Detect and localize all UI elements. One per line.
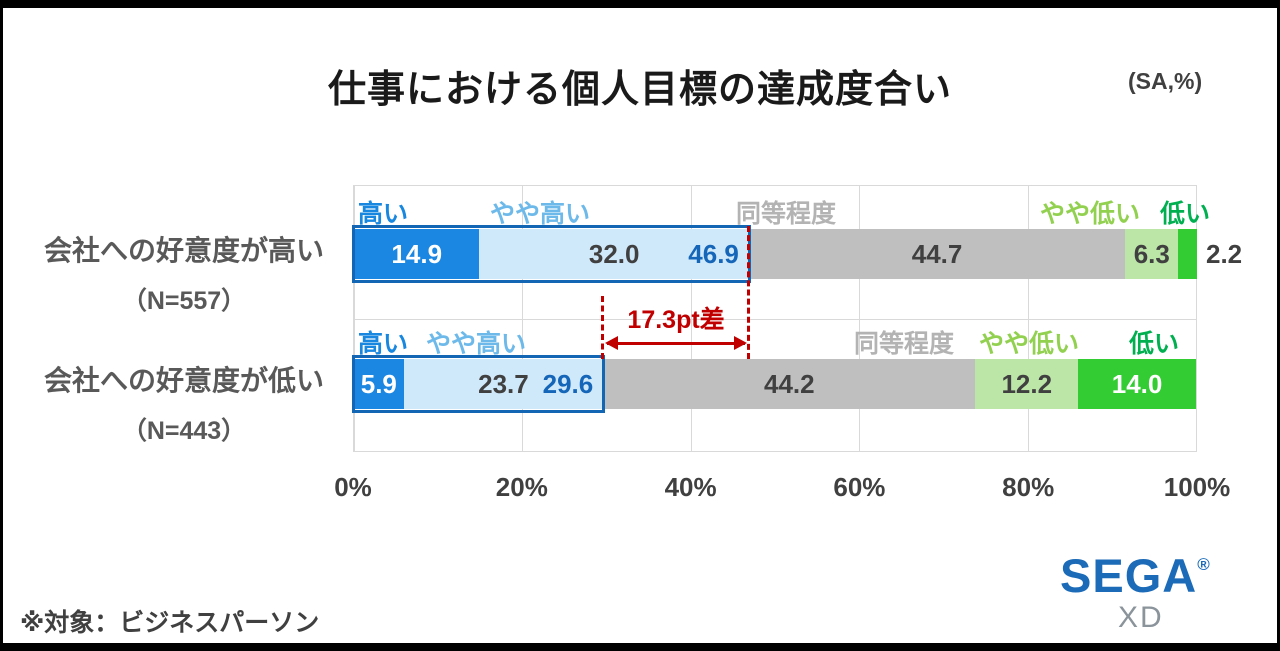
x-axis-tick: 60% — [833, 472, 886, 502]
annotation-arrow — [605, 336, 747, 350]
segment-label-2: やや高い — [426, 330, 527, 358]
frame-border-bottom — [0, 643, 1280, 651]
bar-row: 5.9 23.7 44.2 12.2 14.0 29.6 — [352, 355, 1196, 413]
annotation-dash-line-left — [601, 296, 605, 359]
annotation-text: 17.3pt差 — [627, 306, 725, 334]
category-label: 会社への好意度が高い （N=557） — [28, 234, 340, 317]
segment-value: 44.7 — [911, 238, 963, 269]
page-title: 仕事における個人目標の達成度合い — [327, 69, 952, 111]
bar-segment: 5.9 — [354, 359, 404, 409]
segment-value: 12.2 — [1001, 368, 1053, 399]
segment-label-row: 高い やや高い 同等程度 やや低い 低い — [354, 324, 1196, 358]
bar-segment: 32.0 — [479, 229, 749, 279]
segment-label-2: やや高い — [490, 200, 591, 228]
plot-area: 高い やや高い 同等程度 やや低い 低い 14.9 32.0 44.7 6.3 2.2 46.9 高い… — [352, 185, 1242, 452]
segment-label-3: 同等程度 — [736, 200, 837, 228]
frame-border-left — [0, 0, 3, 651]
segment-value: 6.3 — [1133, 238, 1170, 269]
segment-label-5: 低い — [1159, 200, 1210, 228]
category-sample-size: （N=443） — [121, 417, 247, 445]
segment-label-1: 高い — [358, 200, 409, 228]
x-axis-tick: 20% — [495, 472, 548, 502]
frame-border-top — [0, 0, 1280, 8]
bar-segment — [1178, 229, 1197, 279]
segment-value: 14.9 — [391, 238, 443, 269]
gridline-horizontal — [354, 318, 1196, 320]
xd-wordmark: XD — [1118, 601, 1164, 634]
sega-wordmark: SEGA — [1060, 549, 1198, 602]
category-sample-size: （N=557） — [121, 287, 247, 315]
bar-segment: 14.0 — [1078, 359, 1196, 409]
bar-segment: 44.7 — [748, 229, 1126, 279]
sega-xd-logo: SEGA® XD — [1060, 548, 1210, 635]
x-axis-tick: 80% — [1002, 472, 1055, 502]
category-label: 会社への好意度が低い （N=443） — [28, 364, 340, 447]
segment-label-5: 低い — [1129, 330, 1180, 358]
annotation-dash-line-right — [746, 226, 750, 359]
segment-label-1: 高い — [358, 330, 409, 358]
category-name: 会社への好意度が高い — [43, 235, 324, 266]
segment-value: 5.9 — [360, 368, 397, 399]
x-axis-tick: 0% — [334, 472, 372, 502]
cumulative-positive-value: 46.9 — [688, 238, 739, 269]
footnote: ※対象：ビジネスパーソン — [20, 609, 320, 637]
segment-label-4: やや低い — [1039, 200, 1140, 228]
segment-label-4: やや低い — [979, 330, 1080, 358]
bar-segment: 6.3 — [1125, 229, 1179, 279]
x-axis-tick: 100% — [1163, 472, 1231, 502]
segment-value: 2.2 — [1206, 238, 1243, 269]
bar-segment: 23.7 — [403, 359, 604, 409]
cumulative-positive-value: 29.6 — [542, 368, 594, 399]
segment-value: 14.0 — [1111, 368, 1163, 399]
segment-label-3: 同等程度 — [853, 330, 954, 358]
x-axis-tick: 40% — [664, 472, 717, 502]
gridline — [1196, 186, 1197, 451]
category-name: 会社への好意度が低い — [43, 365, 324, 396]
registered-trademark-icon: ® — [1197, 555, 1210, 574]
x-axis: 0% 20% 40% 60% 80% 100% — [334, 472, 1230, 506]
sa-percent-note: (SA,%) — [1128, 68, 1203, 94]
bar-row: 14.9 32.0 44.7 6.3 2.2 46.9 — [352, 225, 1242, 283]
bar-segment: 14.9 — [354, 229, 480, 279]
segment-label-row: 高い やや高い 同等程度 やや低い 低い — [354, 194, 1210, 228]
bar-segment: 12.2 — [975, 359, 1079, 409]
frame-border-right — [1277, 0, 1280, 651]
bar-segment: 44.2 — [603, 359, 976, 409]
segment-value: 32.0 — [588, 238, 640, 269]
segment-value: 23.7 — [478, 368, 529, 399]
segment-value: 44.2 — [763, 368, 815, 399]
